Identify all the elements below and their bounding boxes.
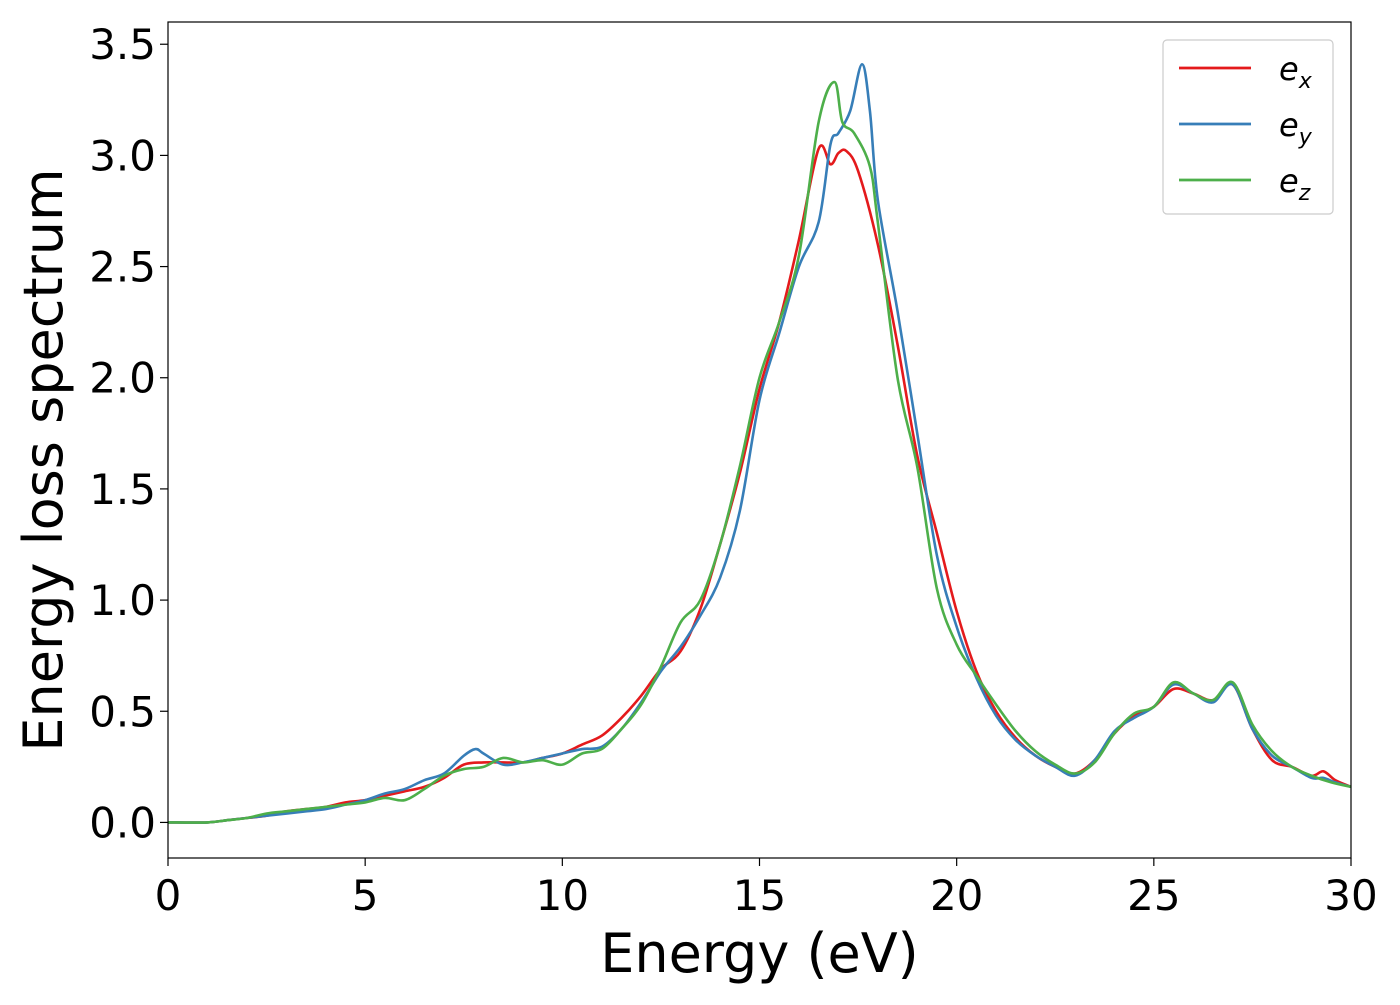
legend-label-z: ez: [1279, 162, 1311, 206]
legend-label-x: ex: [1279, 50, 1313, 94]
series-line-z: [168, 80, 1351, 824]
x-tick-label: 20: [930, 871, 983, 920]
legend: ex ey ez: [1162, 39, 1334, 215]
legend-label-y: ey: [1279, 106, 1313, 150]
y-tick-label: 2.5: [89, 243, 156, 292]
series-layer: [168, 62, 1351, 824]
legend-box: [1162, 39, 1334, 215]
y-tick-label: 0.0: [89, 798, 156, 847]
series-line-x: [168, 144, 1351, 824]
x-tick-label: 15: [733, 871, 786, 920]
x-axis-title: Energy (eV): [600, 922, 919, 985]
y-tick-label: 0.5: [89, 687, 156, 736]
x-axis: 0 5 10 15 20 25 30: [155, 858, 1378, 920]
y-axis: 0.0 0.5 1.0 1.5 2.0 2.5 3.0 3.5: [89, 20, 168, 847]
y-tick-label: 3.5: [89, 20, 156, 69]
y-axis-title: Energy loss spectrum: [12, 168, 75, 751]
y-tick-label: 1.0: [89, 576, 156, 625]
x-tick-label: 25: [1127, 871, 1180, 920]
x-tick-label: 0: [155, 871, 182, 920]
x-tick-label: 5: [352, 871, 379, 920]
y-tick-label: 3.0: [89, 131, 156, 180]
y-tick-label: 1.5: [89, 465, 156, 514]
x-tick-label: 30: [1324, 871, 1377, 920]
y-tick-label: 2.0: [89, 354, 156, 403]
x-tick-label: 10: [536, 871, 589, 920]
